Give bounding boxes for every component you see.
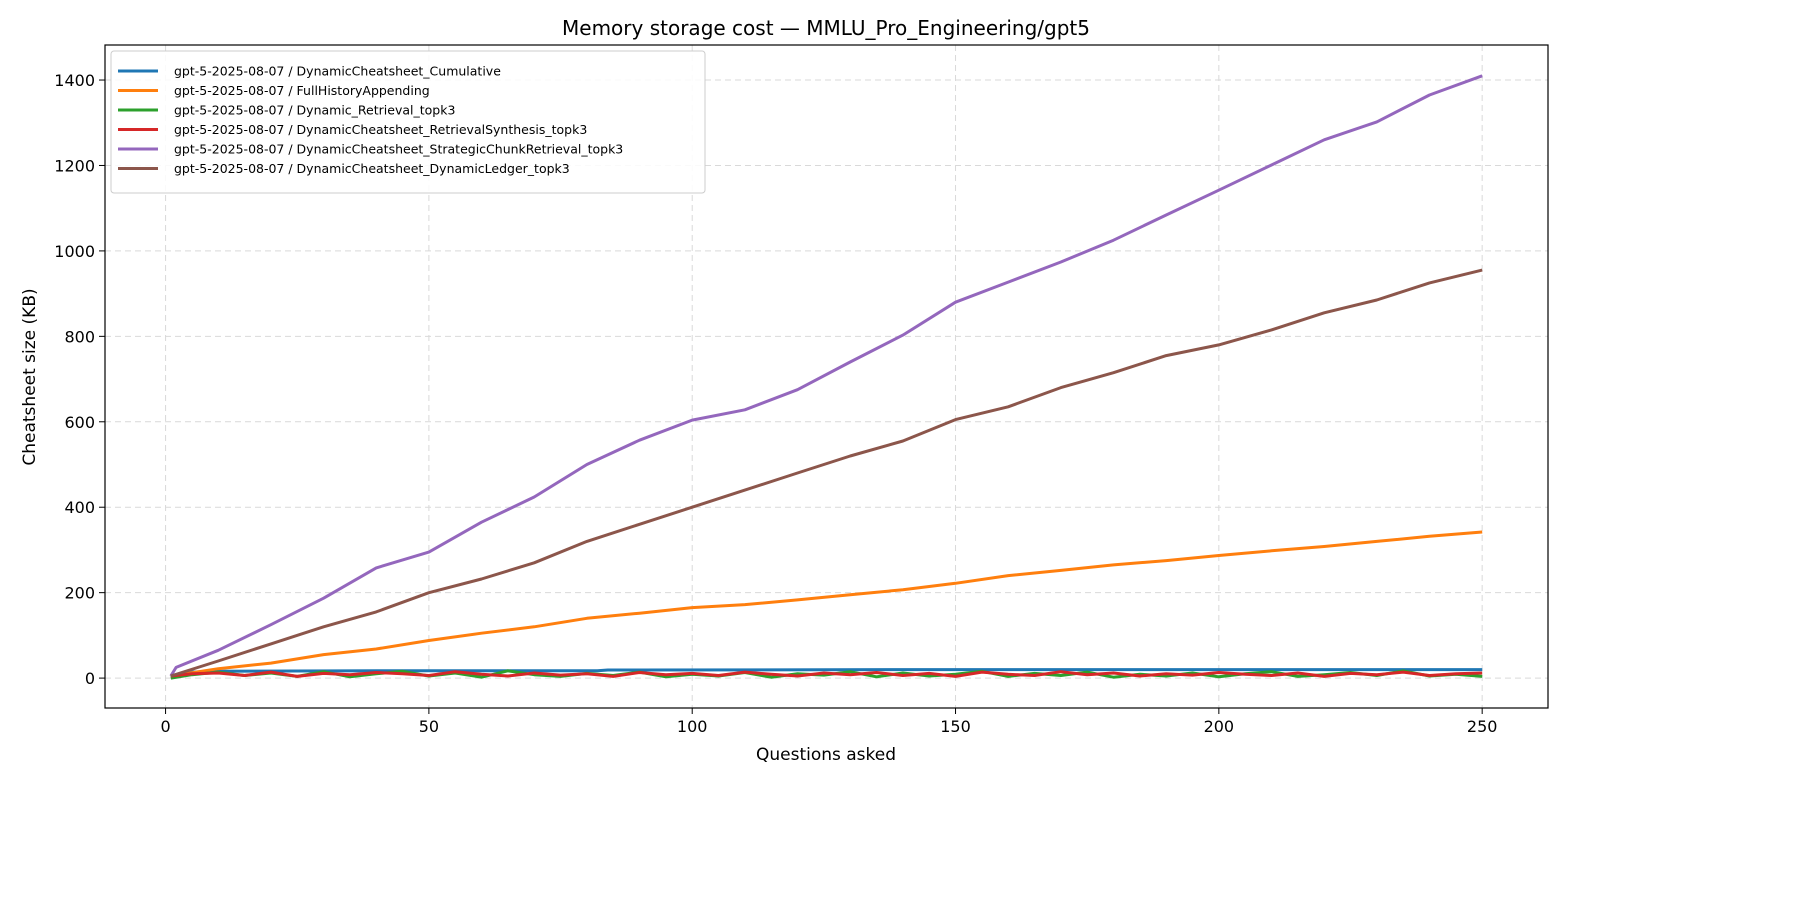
x-tick-label: 150 <box>940 717 971 736</box>
x-tick-label: 250 <box>1467 717 1498 736</box>
grid <box>105 45 1548 708</box>
x-tick-label: 50 <box>419 717 439 736</box>
legend-label: gpt-5-2025-08-07 / DynamicCheatsheet_Ret… <box>174 122 587 137</box>
y-tick-label: 600 <box>64 413 95 432</box>
x-tick-label: 200 <box>1204 717 1235 736</box>
plot-frame <box>104 44 1549 709</box>
y-tick-label: 1200 <box>54 156 95 175</box>
legend-label: gpt-5-2025-08-07 / FullHistoryAppending <box>174 83 430 98</box>
chart-title: Memory storage cost — MMLU_Pro_Engineeri… <box>562 16 1090 40</box>
legend-label: gpt-5-2025-08-07 / DynamicCheatsheet_Str… <box>174 142 623 157</box>
y-tick-label: 1400 <box>54 71 95 90</box>
x-tick-label: 100 <box>677 717 708 736</box>
y-tick-label: 400 <box>64 498 95 517</box>
series-line-2 <box>170 530 1483 678</box>
y-tick-label: 200 <box>64 584 95 603</box>
legend-box <box>110 50 706 194</box>
series-line-5 <box>169 74 1483 677</box>
legend-label: gpt-5-2025-08-07 / Dynamic_Retrieval_top… <box>174 103 455 118</box>
y-tick-label: 800 <box>64 327 95 346</box>
axis-ticks: 0 50 100 150 200 250 0 200 400 600 800 1000 1200 1400 <box>54 71 1497 736</box>
series-line-4 <box>170 670 1483 678</box>
y-tick-label: 1000 <box>54 242 95 261</box>
y-axis-label: Cheatsheet size (KB) <box>20 288 40 465</box>
legend: gpt-5-2025-08-07 / DynamicCheatsheet_Cum… <box>110 50 706 194</box>
x-axis-label: Questions asked <box>756 745 896 765</box>
legend-label: gpt-5-2025-08-07 / DynamicCheatsheet_Cum… <box>174 64 501 79</box>
series-line-6 <box>170 268 1483 678</box>
x-tick-label: 0 <box>160 717 170 736</box>
y-tick-label: 0 <box>85 669 95 688</box>
legend-label: gpt-5-2025-08-07 / DynamicCheatsheet_Dyn… <box>174 161 570 176</box>
series-lines <box>169 74 1483 680</box>
